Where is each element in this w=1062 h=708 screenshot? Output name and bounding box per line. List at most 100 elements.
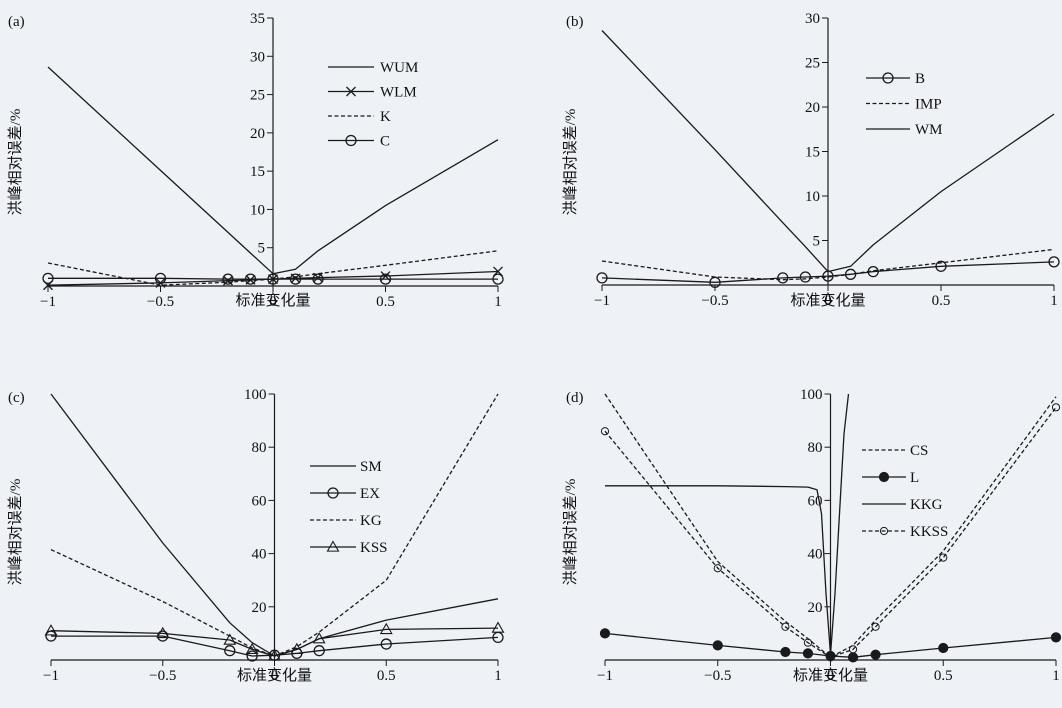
y-tick-label: 30 — [805, 11, 820, 27]
panel-label: (b) — [566, 14, 584, 30]
y-tick-label: 20 — [250, 126, 265, 142]
series-layer — [596, 30, 1060, 288]
x-axis-label: 标准变化量 — [237, 667, 312, 684]
series-c-point — [154, 272, 167, 284]
series-b-point — [777, 272, 789, 284]
series-b-point — [935, 260, 947, 272]
panel-b: −1 −0.5 0 0.5 151015202530(b)标准变化量洪峰相对误差/%BI… — [562, 11, 1060, 309]
legend-label-sm: SM — [360, 459, 382, 475]
panel-c: −1 −0.5 0 0.5 1 20 40 60 80 100 (c) 标准变化量 洪峰相对误差/% SM… — [7, 387, 505, 684]
y-tick-label: 5 — [258, 241, 266, 257]
series-kkss-point — [939, 553, 948, 562]
series-kss-point — [245, 642, 259, 655]
series-c-point — [492, 273, 504, 285]
x-tick-label: 0.5 — [934, 668, 953, 684]
series-kkss-point — [781, 622, 790, 631]
series-l-point — [847, 652, 859, 663]
legend-label-b: B — [915, 71, 925, 87]
x-tick-label: −0.5 — [704, 668, 731, 684]
x-tick-label: 0.5 — [376, 294, 395, 310]
series-kkss-point — [713, 564, 722, 573]
series-kss-point — [491, 621, 505, 633]
y-tick-label: 80 — [252, 440, 267, 456]
series-kss-point — [223, 633, 237, 645]
y-tick-label: 20 — [808, 600, 823, 616]
series-b-point — [1048, 256, 1060, 268]
legend-marker-b — [882, 72, 894, 84]
series-kss-point — [44, 624, 58, 636]
panel-d: −1 −0.5 0 0.5 120406080100(d)标准变化量洪峰相对误差/%CS… — [562, 387, 1062, 684]
series-layer — [599, 393, 1062, 663]
series-layer — [42, 66, 504, 291]
y-tick-label: 40 — [808, 547, 823, 563]
y-tick-label: 80 — [808, 440, 823, 456]
y-tick-label: 35 — [250, 11, 265, 27]
series-c-point — [379, 273, 392, 285]
series-kss-point — [312, 632, 326, 644]
y-tick-label: 25 — [250, 88, 265, 104]
series-b-line — [601, 261, 1055, 283]
series-imp-line — [601, 248, 1055, 281]
y-tick-label: 25 — [805, 56, 820, 72]
y-tick-label: 40 — [252, 547, 267, 563]
panel-a: −1 −0.5 0 0.5 15101520253035(a)标准变化量洪峰相对误差/%… — [7, 11, 504, 310]
series-ex-point — [380, 638, 392, 650]
legend-label-wm: WM — [915, 122, 943, 138]
legend-label-wlm: WLM — [380, 85, 417, 101]
x-tick-label: 0 — [824, 293, 832, 309]
series-c-point — [267, 273, 279, 285]
series-l-point — [870, 649, 881, 660]
series-kss-point — [156, 626, 170, 639]
x-axis-label: 标准变化量 — [235, 292, 310, 309]
x-tick-label: −1 — [43, 668, 59, 684]
y-tick-label: 100 — [800, 387, 823, 403]
y-tick-label: 10 — [805, 189, 820, 205]
legend-label-ex: EX — [360, 486, 380, 502]
series-ex-line — [51, 635, 499, 657]
x-tick-label: 1 — [494, 294, 502, 310]
legend-label-kkg: KKG — [910, 497, 943, 513]
x-axis-label: 标准变化量 — [790, 292, 865, 309]
series-l-point — [802, 648, 814, 659]
series-kkss-point — [848, 645, 858, 654]
series-kkg-line — [605, 393, 850, 656]
panel-label: (d) — [566, 390, 584, 406]
y-tick-label: 60 — [252, 493, 267, 509]
x-tick-label: 1 — [1050, 293, 1058, 309]
x-tick-label: −0.5 — [149, 668, 176, 684]
series-ex-point — [313, 645, 325, 657]
x-tick-label: −0.5 — [701, 293, 728, 309]
legend-label-imp: IMP — [915, 97, 942, 113]
y-tick-label: 5 — [813, 234, 821, 250]
series-ex-point — [246, 650, 258, 662]
series-kss-line — [50, 627, 499, 657]
series-c-point — [312, 273, 324, 285]
series-kkss-point — [1051, 403, 1061, 412]
legend-marker-l — [878, 471, 890, 483]
legend-label-k: K — [380, 109, 391, 125]
y-axis-label: 洪峰相对误差/% — [7, 109, 24, 216]
series-l-point — [938, 642, 949, 654]
legend-marker-wlm — [346, 86, 356, 97]
legend-marker-c — [345, 134, 357, 147]
y-tick-label: 20 — [252, 600, 267, 616]
x-tick-label: 0 — [827, 668, 835, 684]
y-tick-label: 100 — [244, 387, 267, 403]
series-c-point — [289, 273, 302, 285]
series-ex-point — [224, 645, 236, 657]
series-kss-point — [268, 649, 281, 661]
x-tick-label: −1 — [597, 668, 613, 684]
y-axis-label: 洪峰相对误差/% — [562, 479, 579, 586]
y-tick-label: 15 — [805, 145, 820, 161]
legend-label-kkss: KKSS — [910, 524, 948, 540]
y-tick-label: 20 — [805, 100, 820, 116]
y-axis-label: 洪峰相对误差/% — [7, 479, 24, 586]
series-b-point — [799, 271, 812, 283]
legend-label-cs: CS — [910, 443, 928, 459]
y-tick-label: 10 — [250, 202, 265, 218]
legend-label-c: C — [380, 134, 390, 150]
series-c-point — [42, 272, 54, 284]
legend-marker-kkss — [879, 526, 889, 536]
legend-label-wum: WUM — [380, 60, 418, 76]
